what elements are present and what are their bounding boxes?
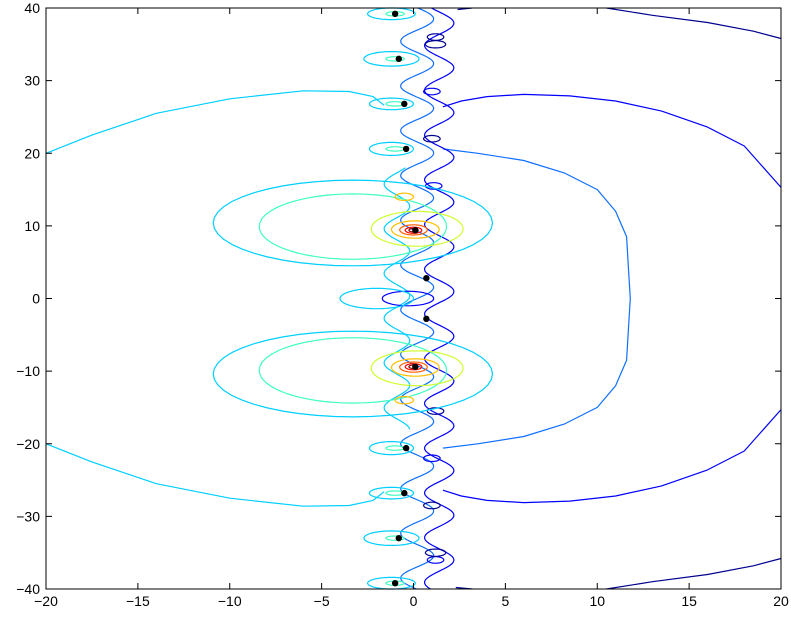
contour-pole-lower <box>390 358 440 377</box>
data-point <box>402 145 410 153</box>
contour-small-loop <box>426 407 445 415</box>
data-point <box>423 274 430 282</box>
contour-small-loop <box>423 87 441 96</box>
contour-far-bottom <box>606 557 782 590</box>
contour-point-loop <box>367 7 416 21</box>
contour-center-loop <box>381 290 435 307</box>
contour-small-loop <box>424 548 447 557</box>
x-tick-label: 15 <box>681 593 697 609</box>
contour-pole-upper <box>212 179 494 267</box>
y-tick-label: 10 <box>24 218 40 234</box>
contour-pole-upper <box>404 226 423 234</box>
contour-small-loop <box>426 33 445 41</box>
contour-point-loop <box>368 141 415 156</box>
x-tick-label: −15 <box>126 593 150 609</box>
contour-wiggle-outer <box>423 7 455 590</box>
contour-pole-upper <box>399 224 428 236</box>
y-tick-label: −20 <box>16 436 40 452</box>
data-point <box>401 489 408 497</box>
data-point <box>402 444 410 452</box>
contour-small-loop <box>423 454 441 463</box>
x-tick-label: 0 <box>410 593 418 609</box>
y-tick-label: −30 <box>16 508 40 524</box>
contour-point-inner-loop <box>385 146 405 152</box>
contour-pole-lower <box>399 361 428 373</box>
contour-blue-lower <box>442 409 782 504</box>
contour-point-inner-loop <box>385 101 405 107</box>
x-axis: −20 −15 −10 −5 0 5 10 15 20 <box>34 8 789 609</box>
contour-pole-upper <box>370 210 464 247</box>
data-points <box>391 10 430 587</box>
contour-pole-lower <box>370 350 464 387</box>
contour-pole-lower <box>404 363 423 371</box>
y-tick-label: 0 <box>32 291 40 307</box>
data-point <box>391 579 399 587</box>
contour-point-loop <box>363 51 420 67</box>
y-tick-label: 30 <box>24 73 40 89</box>
contour-point-loop <box>363 530 420 546</box>
x-tick-label: −10 <box>218 593 242 609</box>
contour-point-loop <box>368 486 415 500</box>
contour-far-top <box>606 7 782 40</box>
y-tick-label: 40 <box>24 0 40 16</box>
data-point <box>391 10 399 18</box>
contour-small-loop <box>424 40 447 49</box>
contour-pole-lower <box>258 337 448 404</box>
y-tick-label: −40 <box>16 581 40 597</box>
contour-small-loop <box>423 501 441 510</box>
contour-small-loop <box>423 134 441 143</box>
contour-point-loop <box>368 97 415 111</box>
y-axis: −40 −30 −20 −10 0 10 20 30 40 <box>16 0 781 597</box>
contour-pole-upper <box>258 193 448 260</box>
data-point <box>395 55 402 63</box>
data-point <box>412 227 419 234</box>
contour-small-orange <box>394 395 415 405</box>
data-point <box>401 100 408 108</box>
contour-point-inner-loop <box>385 11 405 17</box>
x-tick-label: 20 <box>773 593 789 609</box>
contour-pole-lower <box>212 330 494 418</box>
contour-cyan-upper-left <box>45 90 385 154</box>
y-tick-label: −10 <box>16 363 40 379</box>
contour-point-loop <box>367 576 416 590</box>
data-point <box>412 363 419 370</box>
x-tick-label: −5 <box>314 593 330 609</box>
contour-center-cyan-loop <box>339 287 415 310</box>
contour-pole-upper <box>390 220 440 239</box>
contour-small-orange <box>394 192 415 202</box>
data-point <box>395 534 402 542</box>
y-tick-label: 20 <box>24 145 40 161</box>
x-tick-label: 5 <box>501 593 509 609</box>
contour-point-inner-loop <box>385 445 405 451</box>
contour-blue-upper <box>442 93 782 188</box>
x-tick-label: −20 <box>34 593 58 609</box>
contour-point-inner-loop <box>385 490 405 496</box>
x-tick-label: 10 <box>589 593 605 609</box>
contour-cyan-lower-left <box>45 443 385 507</box>
contour-point-inner-loop <box>385 580 405 586</box>
contour-lines <box>45 7 782 590</box>
contour-small-loop <box>426 556 445 564</box>
data-point <box>423 315 430 323</box>
contour-right-lobe <box>442 148 631 449</box>
contour-point-loop <box>368 441 415 456</box>
